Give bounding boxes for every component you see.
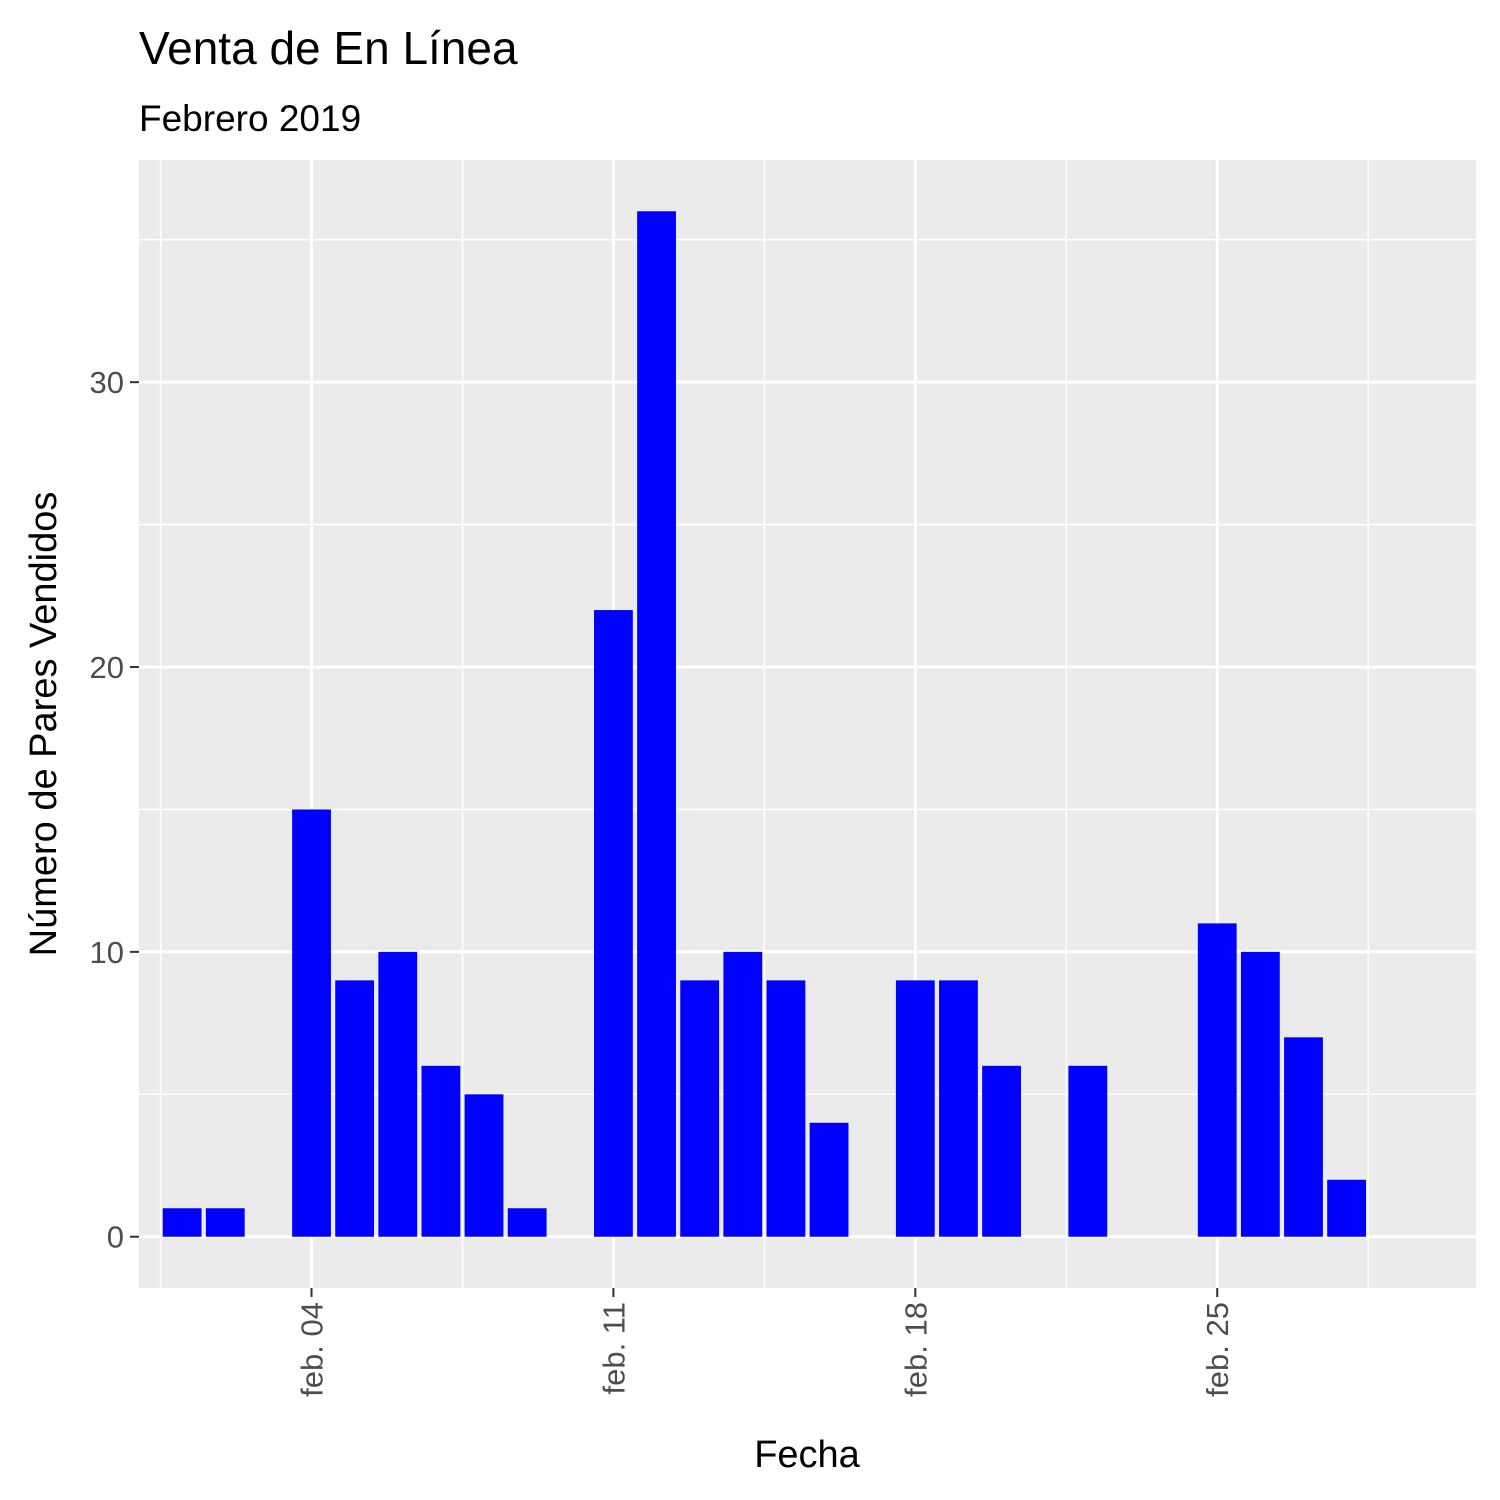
bar (1068, 1065, 1108, 1237)
bar (1240, 951, 1280, 1237)
bar (335, 980, 375, 1237)
bar (162, 1208, 202, 1237)
bar (637, 211, 676, 1237)
y-axis-title: Número de Pares Vendidos (23, 492, 65, 957)
x-tick-label: feb. 11 (596, 1302, 631, 1395)
chart-title: Venta de En Línea (139, 22, 518, 74)
bar (680, 980, 720, 1237)
bar (939, 980, 978, 1237)
x-tick-label: feb. 18 (898, 1302, 933, 1397)
bar (723, 951, 763, 1237)
bar (1284, 1037, 1323, 1237)
x-tick-label: feb. 04 (295, 1302, 330, 1397)
bar (205, 1208, 245, 1237)
bar (895, 980, 935, 1237)
x-axis-title: Fecha (754, 1434, 860, 1476)
bar (594, 610, 633, 1237)
bar (421, 1065, 461, 1237)
bar (1197, 923, 1237, 1237)
bar (1327, 1179, 1367, 1237)
y-axis: 0 10 20 30 (90, 365, 139, 1255)
bar (982, 1065, 1021, 1237)
bar (378, 951, 418, 1237)
y-tick-label: 10 (90, 935, 124, 970)
y-tick-label: 0 (107, 1220, 124, 1255)
bar (507, 1208, 547, 1237)
bar (809, 1122, 849, 1237)
bar (292, 809, 331, 1237)
bars (162, 211, 1367, 1237)
x-tick-label: feb. 25 (1200, 1302, 1235, 1397)
x-axis: feb. 04 feb. 11 feb. 18 feb. 25 (295, 1288, 1235, 1397)
y-tick-label: 30 (90, 365, 124, 400)
bar (464, 1094, 504, 1237)
chart-subtitle: Febrero 2019 (139, 98, 361, 139)
y-tick-label: 20 (90, 650, 124, 685)
bar (766, 980, 806, 1237)
